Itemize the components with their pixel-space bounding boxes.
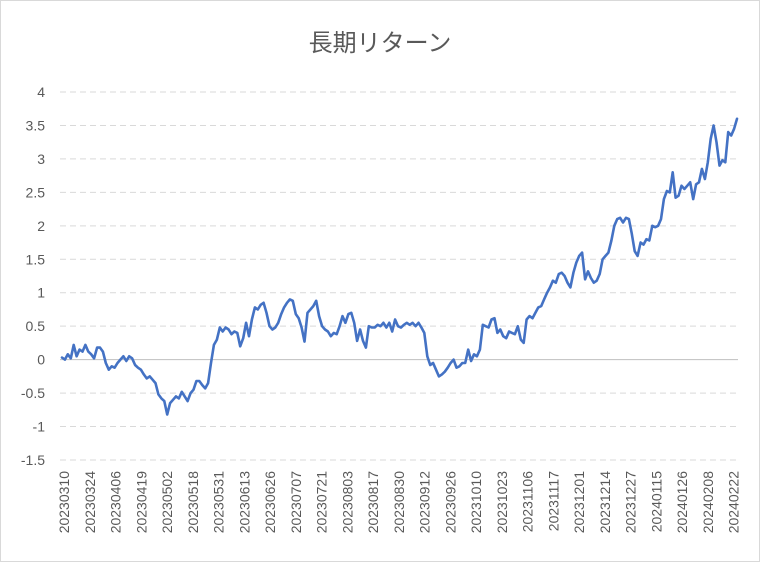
y-tick-label: 1.5: [26, 251, 46, 267]
series-line: [60, 117, 739, 416]
y-tick-label: 2: [37, 218, 45, 234]
x-tick-label: 20230830: [391, 471, 407, 534]
y-tick-label: -1.5: [21, 452, 45, 468]
x-tick-label: 20230817: [365, 471, 381, 534]
x-tick-label: 20230310: [56, 471, 72, 534]
x-tick-label: 20240126: [674, 471, 690, 534]
x-tick-label: 20231010: [468, 471, 484, 534]
x-tick-label: 20230324: [82, 471, 98, 534]
y-tick-label: 0: [37, 352, 45, 368]
x-tick-label: 20231023: [494, 471, 510, 534]
x-tick-label: 20230721: [314, 471, 330, 534]
x-tick-label: 20230613: [236, 471, 252, 534]
x-tick-label: 20230531: [211, 471, 227, 534]
x-tick-label: 20240115: [648, 471, 664, 532]
x-tick-label: 20231106: [520, 471, 536, 532]
y-tick-label: 3: [37, 151, 45, 167]
x-tick-label: 20230419: [133, 471, 149, 534]
chart-title: 長期リターン: [308, 29, 452, 57]
x-tick-label: 20230926: [442, 471, 458, 534]
y-tick-label: -0.5: [21, 385, 45, 401]
y-tick-label: -1: [33, 419, 46, 435]
y-tick-label: 0.5: [26, 318, 46, 334]
x-tick-label: 20231117: [545, 471, 561, 531]
x-tick-label: 20231227: [623, 471, 639, 534]
x-tick-label: 20230803: [339, 471, 355, 534]
x-tick-label: 20230518: [185, 471, 201, 534]
x-tick-label: 20230912: [417, 471, 433, 534]
x-tick-label: 20231201: [571, 471, 587, 534]
x-tick-label: 20231214: [597, 471, 613, 534]
x-tick-label: 20230626: [262, 471, 278, 534]
x-tick-label: 20240208: [700, 471, 716, 534]
y-tick-label: 2.5: [26, 184, 46, 200]
x-tick-label: 20240222: [726, 471, 742, 534]
x-tick-label: 20230502: [159, 471, 175, 534]
x-tick-label: 20230707: [288, 471, 304, 534]
y-tick-label: 4: [37, 84, 45, 100]
x-tick-label: 20230406: [108, 471, 124, 534]
y-tick-label: 1: [37, 285, 45, 301]
y-tick-label: 3.5: [26, 117, 46, 133]
